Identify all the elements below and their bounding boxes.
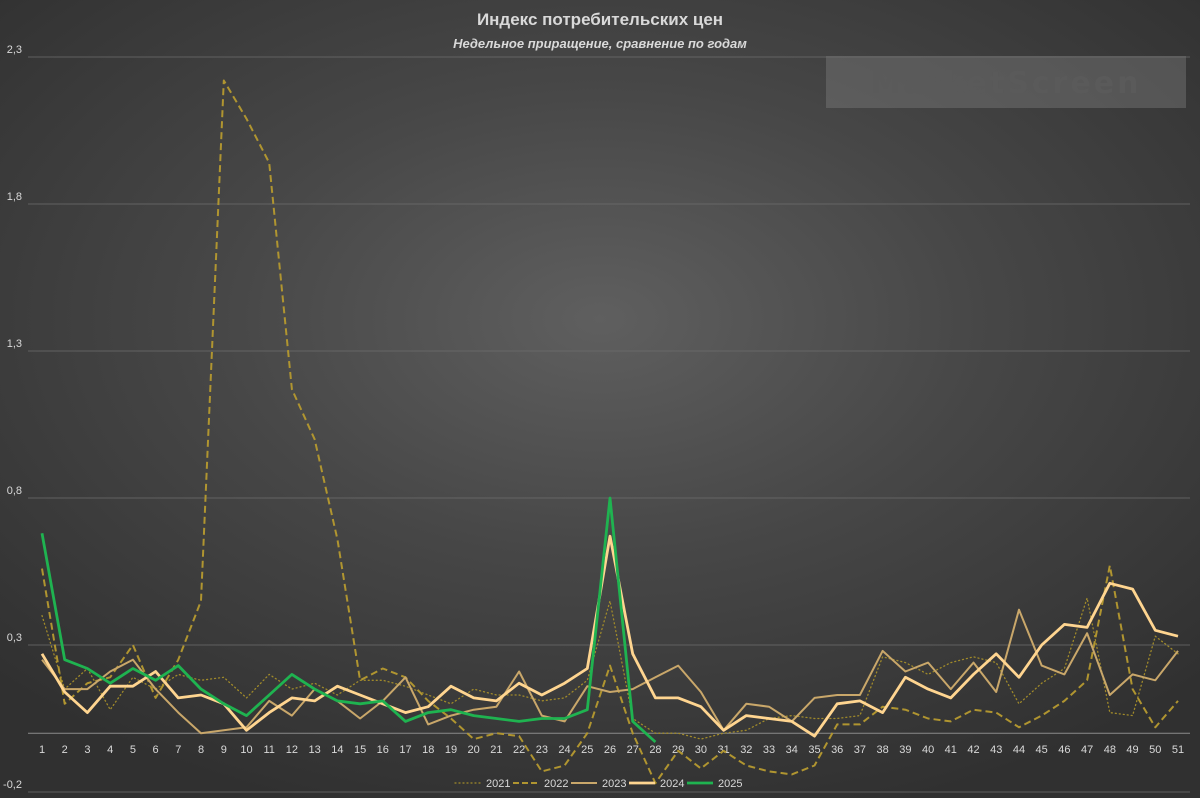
x-tick-label: 3 xyxy=(84,744,90,756)
y-tick-label: 0,8 xyxy=(7,485,22,497)
y-tick-label: 2,3 xyxy=(7,44,22,56)
y-axis-ticks: -0,2 0,3 0,8 1,3 1,8 2,3 xyxy=(3,44,22,791)
series-line-2022 xyxy=(41,79,1179,785)
x-tick-label: 22 xyxy=(513,744,525,756)
watermark-text: MarketScreen xyxy=(871,66,1142,101)
x-tick-label: 13 xyxy=(309,744,321,756)
legend: 2021 2022 2023 2024 2025 xyxy=(454,778,742,790)
x-tick-label: 30 xyxy=(695,744,707,756)
x-tick-label: 12 xyxy=(286,744,298,756)
legend-label-2021: 2021 xyxy=(486,778,510,790)
x-tick-label: 34 xyxy=(786,744,798,756)
series-line-2024 xyxy=(40,534,1179,738)
x-tick-label: 24 xyxy=(558,744,570,756)
x-tick-label: 14 xyxy=(331,744,343,756)
series-line-2021 xyxy=(41,597,1179,740)
x-tick-label: 21 xyxy=(490,744,502,756)
x-tick-label: 48 xyxy=(1104,744,1116,756)
x-tick-label: 33 xyxy=(763,744,775,756)
y-tick-label: 1,3 xyxy=(7,338,22,350)
chart-title: Индекс потребительских цен xyxy=(477,10,723,29)
grid xyxy=(28,56,1190,793)
series-line-2025 xyxy=(40,496,657,744)
x-tick-label: 49 xyxy=(1126,744,1138,756)
x-tick-label: 40 xyxy=(922,744,934,756)
x-tick-label: 45 xyxy=(1036,744,1048,756)
x-tick-label: 19 xyxy=(445,744,457,756)
x-tick-label: 32 xyxy=(740,744,752,756)
x-tick-label: 43 xyxy=(990,744,1002,756)
x-tick-label: 15 xyxy=(354,744,366,756)
x-tick-label: 51 xyxy=(1172,744,1184,756)
x-tick-label: 27 xyxy=(627,744,639,756)
x-tick-label: 38 xyxy=(877,744,889,756)
series-line-2023 xyxy=(41,608,1179,735)
x-tick-label: 6 xyxy=(153,744,159,756)
x-tick-label: 1 xyxy=(39,744,45,756)
x-tick-label: 9 xyxy=(221,744,227,756)
x-tick-label: 35 xyxy=(808,744,820,756)
x-tick-label: 44 xyxy=(1013,744,1025,756)
x-tick-label: 2 xyxy=(62,744,68,756)
x-tick-label: 41 xyxy=(945,744,957,756)
x-tick-label: 50 xyxy=(1149,744,1161,756)
chart-header: Индекс потребительских цен Недельное при… xyxy=(453,10,747,51)
x-tick-label: 18 xyxy=(422,744,434,756)
x-tick-label: 5 xyxy=(130,744,136,756)
y-tick-label: 1,8 xyxy=(7,191,22,203)
x-tick-label: 39 xyxy=(899,744,911,756)
x-tick-label: 17 xyxy=(399,744,411,756)
x-tick-label: 8 xyxy=(198,744,204,756)
x-tick-label: 16 xyxy=(377,744,389,756)
x-tick-label: 37 xyxy=(854,744,866,756)
x-tick-label: 42 xyxy=(967,744,979,756)
x-tick-label: 46 xyxy=(1058,744,1070,756)
x-tick-label: 10 xyxy=(240,744,252,756)
legend-label-2023: 2023 xyxy=(602,778,626,790)
y-tick-label: 0,3 xyxy=(7,632,22,644)
legend-label-2022: 2022 xyxy=(544,778,568,790)
x-tick-label: 36 xyxy=(831,744,843,756)
x-tick-label: 11 xyxy=(263,744,274,756)
watermark: MarketScreen xyxy=(826,56,1186,108)
x-tick-label: 25 xyxy=(581,744,593,756)
y-tick-label: -0,2 xyxy=(3,779,22,791)
x-tick-label: 47 xyxy=(1081,744,1093,756)
x-tick-label: 7 xyxy=(175,744,181,756)
series-lines xyxy=(40,79,1179,785)
x-tick-label: 20 xyxy=(468,744,480,756)
legend-label-2024: 2024 xyxy=(660,778,684,790)
watermark-background xyxy=(826,56,1186,108)
x-tick-label: 28 xyxy=(649,744,661,756)
x-tick-label: 26 xyxy=(604,744,616,756)
x-tick-label: 4 xyxy=(107,744,113,756)
legend-label-2025: 2025 xyxy=(718,778,742,790)
chart-subtitle: Недельное приращение, сравнение по годам xyxy=(453,36,747,51)
x-axis-ticks: 1 2 3 4 5 6 7 8 9 10 11 12 13 14 15 16 17 18 19 20 21 22 23 24 2… xyxy=(39,744,1184,756)
x-tick-label: 23 xyxy=(536,744,548,756)
